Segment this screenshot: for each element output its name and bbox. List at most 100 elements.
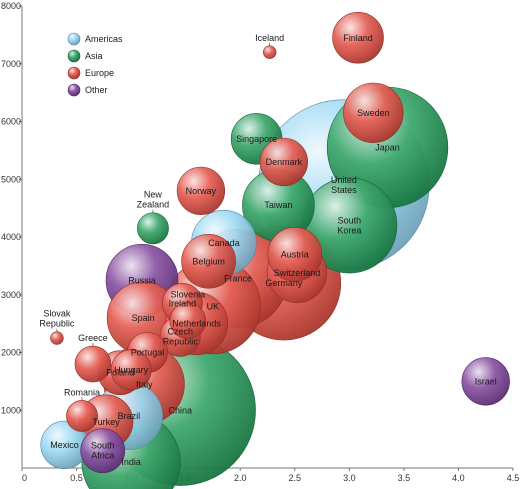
x-tick-label: 4.5	[507, 473, 520, 483]
label-line: Republic	[163, 336, 199, 346]
label-france: France	[224, 274, 252, 284]
label-russia: Russia	[128, 275, 156, 285]
label-line: Slovak	[43, 309, 71, 319]
legend-label-asia: Asia	[85, 51, 103, 61]
legend-swatch-americas	[67, 32, 81, 46]
y-tick-label: 3000	[1, 290, 21, 300]
legend-swatch-europe	[67, 66, 81, 80]
label-line: Hungary	[114, 365, 149, 375]
label-line: South	[91, 441, 115, 451]
label-uk: UK	[207, 301, 220, 311]
label-ireland: Ireland	[169, 298, 197, 308]
label-greece: Greece	[78, 333, 108, 343]
y-tick-label: 5000	[1, 174, 21, 184]
x-tick-label: 3.5	[398, 473, 411, 483]
label-canada: Canada	[208, 238, 240, 248]
bubble-belgium	[181, 233, 236, 289]
label-line: Africa	[91, 451, 114, 461]
label-israel: Israel	[475, 376, 497, 386]
label-line: Singapore	[236, 134, 277, 144]
label-finland: Finland	[343, 33, 373, 43]
label-line: Zealand	[137, 200, 170, 210]
x-tick-label: 0	[22, 473, 27, 483]
label-turkey: Turkey	[92, 417, 120, 427]
label-united-states: United States	[331, 175, 357, 195]
label-line: Finland	[343, 33, 373, 43]
label-germany: Germany	[265, 278, 303, 288]
bubbles	[40, 12, 510, 489]
label-hungary: Hungary	[114, 365, 149, 375]
label-line: India	[121, 457, 141, 467]
label-portugal: Portugal	[131, 348, 165, 358]
label-belgium: Belgium	[192, 256, 225, 266]
label-line: United	[331, 175, 357, 185]
label-line: Norway	[186, 186, 217, 196]
label-singapore: Singapore	[236, 134, 277, 144]
legend-label-americas: Americas	[85, 34, 123, 44]
label-line: Germany	[265, 278, 303, 288]
x-tick-label: 2.5	[289, 473, 302, 483]
label-poland: Poland	[106, 368, 134, 378]
y-tick-label: 2000	[1, 348, 21, 358]
label-line: Japan	[375, 142, 400, 152]
label-line: Spain	[132, 313, 155, 323]
bubble-norway	[176, 166, 226, 215]
label-line: Turkey	[92, 417, 120, 427]
label-iceland: Iceland	[255, 33, 284, 43]
label-line: Sweden	[357, 108, 390, 118]
label-line: Austria	[281, 249, 309, 259]
legend-label-other: Other	[85, 85, 108, 95]
bubble-slovak-republic	[50, 331, 64, 345]
label-line: Mexico	[50, 440, 79, 450]
label-south-africa: South Africa	[91, 441, 115, 461]
legend: Americas Asia Europe Other	[67, 32, 123, 97]
label-line: Belgium	[192, 256, 225, 266]
label-line: Republic	[39, 319, 75, 329]
bubble-new-zealand	[137, 212, 169, 245]
label-line: Romania	[64, 387, 100, 397]
labels: Finland Iceland Sweden Japan United States Sin…	[39, 33, 496, 467]
label-line: Brazil	[118, 411, 141, 421]
bubble-iceland	[263, 45, 277, 59]
legend-swatch-other	[67, 83, 81, 97]
bubble-sweden	[343, 82, 404, 143]
label-line: Taiwan	[264, 200, 292, 210]
label-line: Slovenia	[171, 290, 206, 300]
label-line: Poland	[106, 368, 134, 378]
label-line: Portugal	[131, 348, 165, 358]
label-netherlands: Netherlands	[172, 319, 221, 329]
label-japan: Japan	[375, 142, 400, 152]
label-switzerland: Switzerland	[274, 268, 321, 278]
label-mexico: Mexico	[50, 440, 79, 450]
label-line: Switzerland	[274, 268, 321, 278]
label-line: Greece	[78, 333, 108, 343]
label-line: Israel	[475, 376, 497, 386]
bubble-israel	[461, 357, 510, 406]
label-line: Iceland	[255, 33, 284, 43]
label-line: China	[168, 405, 192, 415]
x-tick-label: 2.0	[234, 473, 247, 483]
label-new-zealand: New Zealand	[137, 190, 170, 210]
y-tick-label: 6000	[1, 117, 21, 127]
label-line: States	[331, 185, 357, 195]
label-romania: Romania	[64, 387, 100, 397]
label-line: Canada	[208, 238, 240, 248]
bubble-south-africa	[80, 428, 126, 474]
label-line: Russia	[128, 275, 156, 285]
bubble-hungary	[110, 349, 152, 391]
label-slovak-republic: Slovak Republic	[39, 309, 75, 329]
label-line: New	[144, 190, 163, 200]
label-line: Ireland	[169, 298, 197, 308]
label-slovenia: Slovenia	[171, 290, 206, 300]
bubble-denmark	[259, 137, 308, 187]
label-south-korea: South Korea	[337, 215, 361, 235]
legend-swatch-asia	[67, 49, 81, 63]
label-norway: Norway	[186, 186, 217, 196]
label-line: South	[338, 215, 362, 225]
label-line: Netherlands	[172, 319, 221, 329]
label-brazil: Brazil	[118, 411, 141, 421]
label-line: Denmark	[266, 157, 303, 167]
label-sweden: Sweden	[357, 108, 390, 118]
